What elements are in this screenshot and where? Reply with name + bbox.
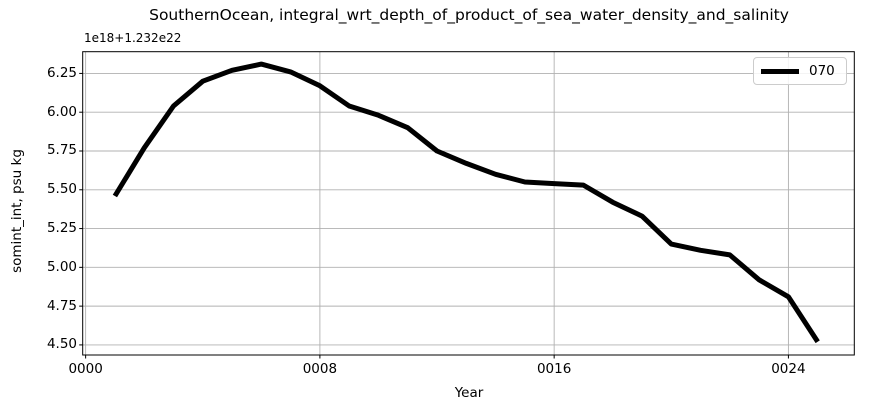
x-tick-label: 0000 xyxy=(68,361,103,377)
axes-box xyxy=(82,51,855,356)
x-tick-label: 0024 xyxy=(771,361,806,377)
y-axis-offset-text: 1e18+1.232e22 xyxy=(84,31,182,45)
y-tick-label: 4.50 xyxy=(46,336,77,353)
legend: 070 xyxy=(753,57,847,85)
x-axis-label: Year xyxy=(454,385,484,401)
chart-title: SouthernOcean, integral_wrt_depth_of_pro… xyxy=(149,6,789,24)
x-tick-label: 0008 xyxy=(302,361,338,377)
y-tick-label: 5.75 xyxy=(46,142,77,159)
y-tick-label: 5.25 xyxy=(46,220,77,237)
y-tick-label: 5.00 xyxy=(46,258,77,275)
series-line-070 xyxy=(112,61,820,344)
y-tick-label: 5.50 xyxy=(46,181,77,198)
legend-series-label: 070 xyxy=(809,63,835,79)
x-tick-label: 0016 xyxy=(536,361,572,377)
legend-line-swatch-icon xyxy=(761,68,799,74)
y-tick-label: 6.25 xyxy=(46,64,77,81)
y-tick-label: 4.75 xyxy=(46,297,77,314)
y-axis-label: somint_int, psu kg xyxy=(9,149,25,273)
y-tick-label: 6.00 xyxy=(46,103,77,120)
